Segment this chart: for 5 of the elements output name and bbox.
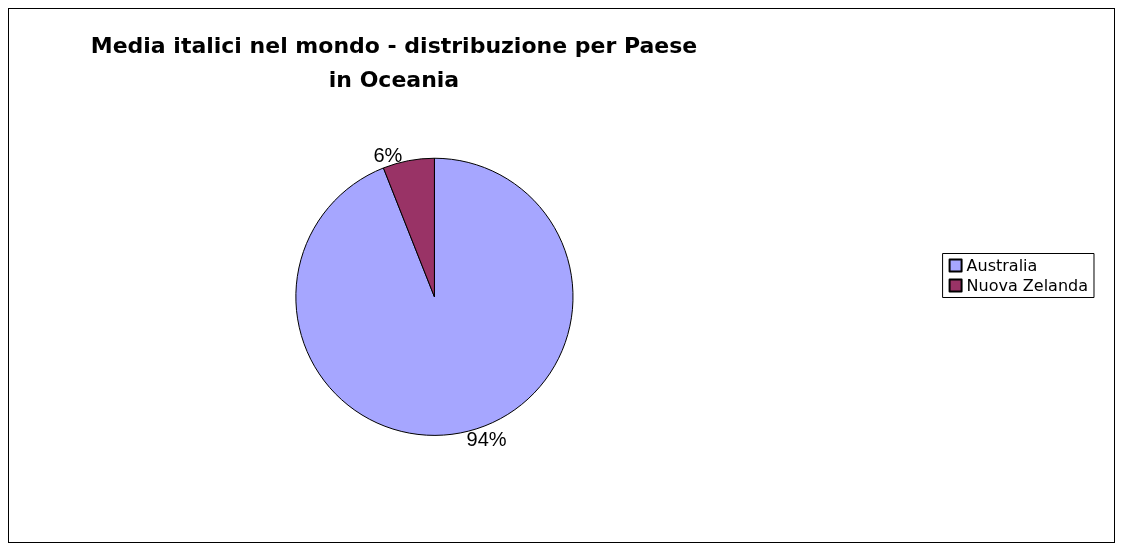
data-label: 94% — [466, 427, 507, 450]
data-label: 6% — [373, 143, 403, 166]
chart-title: Media italici nel mondo - distribuzione per Paese in Oceania — [90, 32, 698, 92]
legend-label: Nuova Zelanda — [966, 276, 1089, 295]
legend-label: Australia — [966, 256, 1038, 275]
